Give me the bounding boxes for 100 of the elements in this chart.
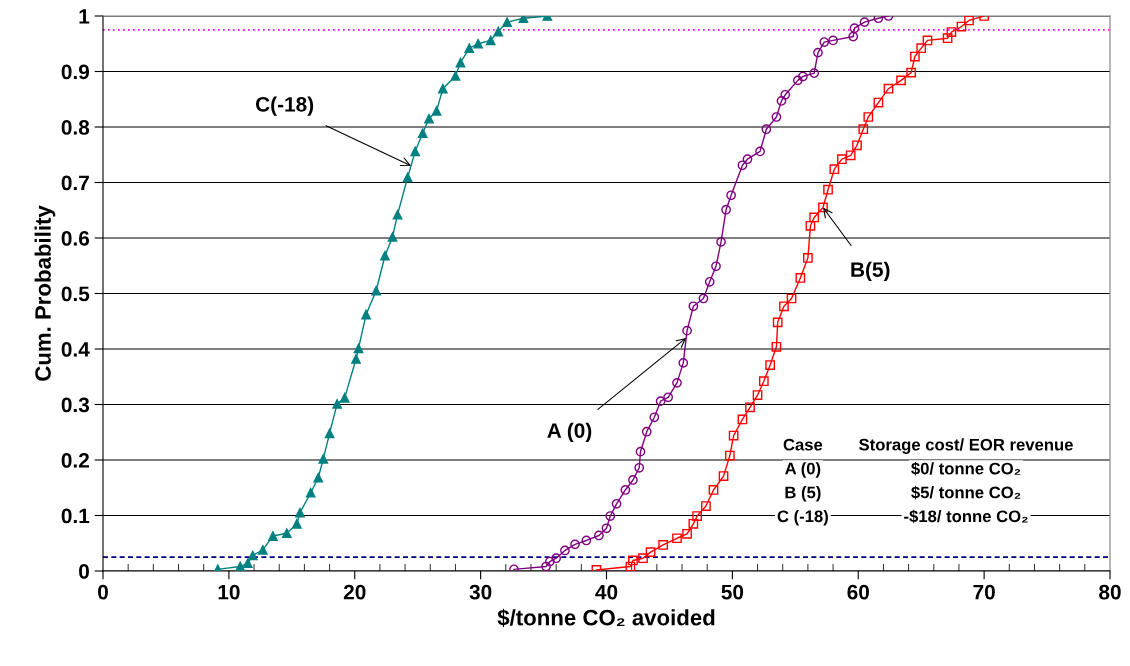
point <box>638 553 648 564</box>
point <box>438 83 448 94</box>
point <box>295 507 305 518</box>
point <box>704 276 715 287</box>
point <box>883 83 894 94</box>
point <box>518 16 529 24</box>
point <box>402 172 413 183</box>
point <box>726 190 736 201</box>
annotation: B(5) <box>851 261 890 282</box>
point <box>848 31 859 42</box>
point <box>628 555 638 566</box>
x-tick-label: 60 <box>847 584 869 600</box>
point <box>896 75 906 86</box>
y-tick-label: 0.2 <box>61 453 89 468</box>
point <box>417 128 428 138</box>
point <box>318 454 329 464</box>
annotation: -$18/ tonne CO₂ <box>904 509 1028 524</box>
point <box>313 472 324 483</box>
point <box>455 57 466 68</box>
point <box>688 301 699 312</box>
point <box>410 146 421 157</box>
point <box>625 561 636 571</box>
point <box>863 112 874 122</box>
point <box>728 430 739 441</box>
point <box>281 528 292 539</box>
point <box>745 402 755 413</box>
point <box>611 498 622 509</box>
point <box>450 71 461 81</box>
point <box>837 154 847 165</box>
point <box>324 428 335 439</box>
y-tick-label: 0.7 <box>61 175 89 191</box>
point <box>718 471 729 481</box>
point <box>771 341 782 352</box>
point <box>485 35 496 46</box>
point <box>692 511 702 521</box>
point <box>829 164 840 175</box>
point <box>332 399 342 409</box>
point <box>634 462 645 473</box>
annotation: A (0) <box>547 422 592 443</box>
x-tick-label: 20 <box>343 584 366 600</box>
annotation: B (5) <box>785 486 821 502</box>
point <box>701 501 711 511</box>
point <box>761 124 772 135</box>
x-tick-label: 40 <box>595 584 618 600</box>
point <box>305 487 316 498</box>
y-tick-label: 0.3 <box>61 397 90 413</box>
point <box>620 485 631 495</box>
point <box>873 97 884 108</box>
point <box>805 220 816 231</box>
point <box>946 27 957 37</box>
point <box>655 396 666 407</box>
point <box>772 317 783 328</box>
point <box>628 475 638 485</box>
point <box>541 561 551 571</box>
point <box>698 293 709 304</box>
x-axis-title: $/tonne CO₂ avoided <box>497 608 715 627</box>
y-tick-label: 1 <box>79 9 90 24</box>
point <box>716 237 726 247</box>
point <box>493 26 504 37</box>
point <box>779 301 789 312</box>
annotation: C(-18) <box>255 96 314 116</box>
point <box>956 21 967 32</box>
point <box>682 325 692 336</box>
point <box>859 17 870 27</box>
point <box>798 71 808 82</box>
point <box>551 553 562 564</box>
point <box>752 390 763 400</box>
point <box>813 47 823 58</box>
point <box>711 261 721 272</box>
point <box>235 561 246 571</box>
point <box>594 530 604 541</box>
point <box>758 376 769 387</box>
point <box>641 426 652 437</box>
point <box>771 112 782 122</box>
point <box>544 556 555 567</box>
point <box>916 43 927 54</box>
y-tick-label: 0.4 <box>61 342 90 357</box>
point <box>291 518 302 529</box>
point <box>737 160 748 171</box>
point <box>818 202 828 213</box>
point <box>910 51 920 62</box>
point <box>672 377 682 388</box>
annotation: Storage cost/ EOR revenue <box>859 438 1073 454</box>
x-tick-label: 80 <box>1099 584 1121 600</box>
annotation: C (-18) <box>777 509 828 526</box>
point <box>849 23 860 34</box>
y-tick-label: 0 <box>79 564 89 579</box>
point <box>786 293 797 304</box>
point <box>823 184 833 195</box>
x-tick-label: 70 <box>973 584 995 600</box>
point <box>380 250 390 261</box>
annotation: A (0) <box>785 462 821 478</box>
point <box>755 146 765 157</box>
point <box>339 392 350 403</box>
y-tick-label: 0.9 <box>61 64 90 80</box>
point <box>361 309 371 320</box>
point <box>424 113 434 124</box>
point <box>828 35 838 46</box>
point <box>852 140 862 151</box>
point <box>601 523 612 534</box>
